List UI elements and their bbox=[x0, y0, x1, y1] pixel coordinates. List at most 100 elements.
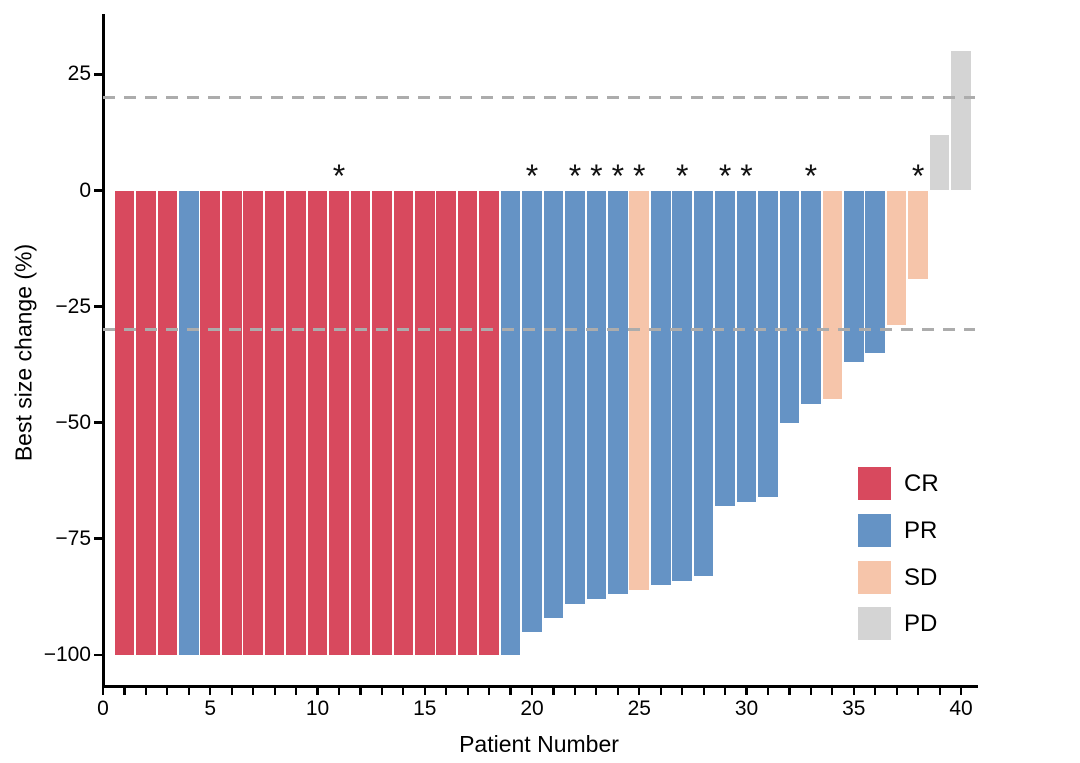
y-axis-line bbox=[101, 14, 105, 687]
bar-patient-10 bbox=[307, 190, 328, 655]
x-tick-label: 35 bbox=[842, 697, 866, 720]
y-tick-label: 0 bbox=[79, 178, 91, 202]
x-tick-mark bbox=[638, 688, 641, 695]
x-tick-mark bbox=[681, 688, 684, 695]
y-tick-mark bbox=[93, 73, 102, 76]
bar-patient-39 bbox=[929, 134, 950, 191]
significance-star-patient-27: * bbox=[675, 157, 689, 194]
x-tick-mark bbox=[831, 688, 834, 695]
y-tick-label: −25 bbox=[55, 294, 91, 318]
bar-patient-30 bbox=[736, 190, 757, 502]
legend-item-cr: CR bbox=[858, 467, 978, 500]
x-tick-label: 10 bbox=[305, 697, 330, 720]
bar-patient-20 bbox=[522, 190, 542, 632]
bar-patient-25 bbox=[629, 190, 650, 590]
bar-patient-1 bbox=[114, 190, 135, 655]
bar-patient-26 bbox=[650, 190, 671, 586]
x-tick-mark bbox=[380, 688, 383, 695]
significance-star-patient-38: * bbox=[911, 157, 925, 194]
x-tick-mark bbox=[895, 688, 898, 695]
significance-star-patient-23: * bbox=[590, 157, 603, 194]
bar-patient-18 bbox=[479, 190, 499, 655]
bar-patient-34 bbox=[822, 190, 843, 400]
bar-patient-38 bbox=[908, 190, 928, 279]
x-tick-mark bbox=[852, 688, 855, 695]
bar-patient-11 bbox=[329, 190, 349, 655]
x-tick-mark bbox=[702, 688, 705, 695]
bar-patient-13 bbox=[372, 190, 392, 655]
legend-label-sd: SD bbox=[904, 563, 938, 591]
bar-patient-21 bbox=[543, 190, 564, 618]
x-tick-mark bbox=[144, 688, 147, 695]
bar-patient-36 bbox=[865, 190, 886, 353]
bar-patient-5 bbox=[200, 190, 221, 655]
x-tick-label: 15 bbox=[413, 697, 437, 720]
bar-patient-37 bbox=[886, 190, 907, 326]
bar-patient-22 bbox=[565, 190, 585, 604]
legend-item-pd: PD bbox=[858, 607, 978, 641]
significance-star-patient-20: * bbox=[525, 157, 539, 194]
x-tick-mark bbox=[402, 688, 405, 695]
legend-swatch-pd bbox=[858, 607, 891, 641]
x-tick-mark bbox=[252, 688, 255, 695]
x-tick-mark bbox=[359, 688, 362, 695]
bar-patient-12 bbox=[350, 190, 371, 655]
bar-patient-14 bbox=[393, 190, 414, 655]
significance-star-patient-25: * bbox=[633, 157, 646, 194]
x-tick-mark bbox=[294, 688, 298, 695]
bar-patient-31 bbox=[758, 190, 778, 497]
x-axis-line bbox=[101, 685, 978, 688]
x-tick-mark bbox=[723, 688, 727, 695]
y-tick-label: −75 bbox=[55, 526, 91, 550]
x-tick-mark bbox=[659, 688, 662, 695]
x-tick-mark bbox=[123, 688, 126, 695]
y-tick-mark bbox=[93, 537, 102, 541]
x-tick-mark bbox=[316, 688, 319, 695]
bar-patient-8 bbox=[264, 190, 285, 655]
significance-star-patient-11: * bbox=[332, 157, 346, 194]
x-axis-title: Patient Number bbox=[459, 731, 619, 757]
bar-patient-40 bbox=[951, 51, 971, 191]
legend-label-pr: PR bbox=[904, 516, 938, 544]
bar-patient-3 bbox=[157, 190, 178, 655]
x-tick-mark bbox=[616, 688, 619, 695]
x-tick-mark bbox=[488, 688, 491, 695]
legend-swatch-sd bbox=[858, 560, 891, 594]
x-tick-mark bbox=[101, 688, 105, 695]
x-tick-mark bbox=[509, 688, 512, 695]
y-tick-label: −100 bbox=[43, 642, 91, 666]
y-tick-mark bbox=[93, 421, 102, 424]
bar-patient-33 bbox=[801, 190, 821, 405]
x-tick-mark bbox=[209, 688, 212, 695]
x-tick-mark bbox=[573, 688, 577, 695]
x-tick-mark bbox=[337, 688, 341, 695]
plot-area: * * * * * * * * * * * bbox=[103, 15, 975, 685]
legend-item-sd: SD bbox=[858, 560, 978, 594]
x-tick-label: 20 bbox=[520, 697, 544, 720]
x-tick-label: 30 bbox=[734, 697, 759, 720]
legend-swatch-pr bbox=[858, 513, 891, 547]
significance-star-patient-29: * bbox=[718, 157, 732, 194]
bar-patient-32 bbox=[779, 190, 800, 423]
bar-patient-15 bbox=[414, 190, 435, 655]
y-tick-label: 25 bbox=[67, 62, 91, 86]
y-tick-mark bbox=[93, 189, 102, 192]
legend-item-pr: PR bbox=[858, 513, 978, 547]
legend-label-pd: PD bbox=[904, 610, 938, 638]
x-tick-mark bbox=[745, 688, 748, 695]
x-tick-mark bbox=[959, 688, 963, 695]
bar-patient-28 bbox=[693, 190, 714, 576]
x-tick-mark bbox=[552, 688, 555, 695]
x-tick-mark bbox=[530, 688, 534, 695]
y-tick-label: −50 bbox=[55, 410, 91, 434]
bar-patient-23 bbox=[586, 190, 607, 600]
x-tick-mark bbox=[917, 688, 920, 695]
bar-patient-4 bbox=[179, 190, 199, 655]
legend-swatch-cr bbox=[858, 467, 891, 500]
bar-patient-27 bbox=[672, 190, 692, 581]
y-tick-mark bbox=[93, 653, 102, 657]
x-tick-label: 0 bbox=[97, 697, 109, 720]
threshold-line--30 bbox=[103, 328, 975, 332]
x-tick-mark bbox=[273, 688, 276, 695]
